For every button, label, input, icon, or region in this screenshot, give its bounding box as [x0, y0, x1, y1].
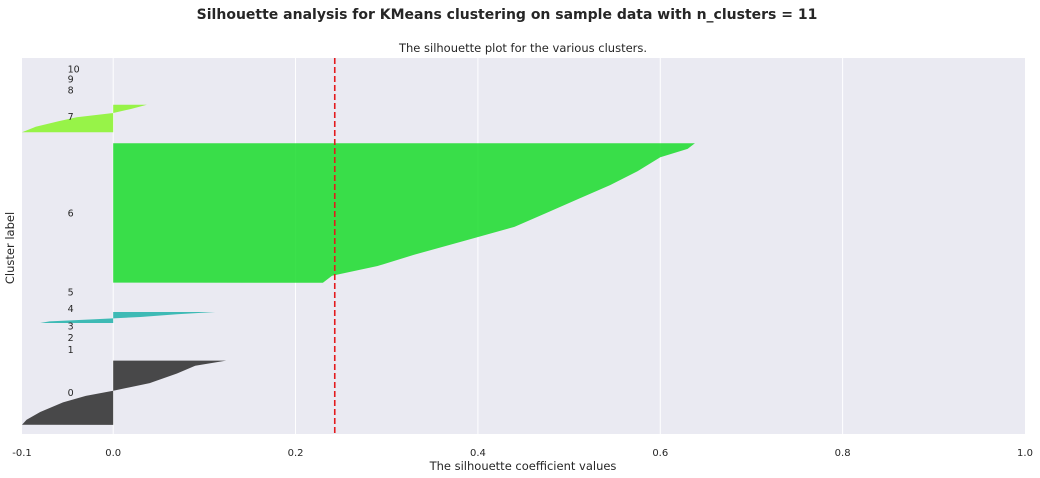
x-tick-labels: -0.1 0.0 0.2 0.4 0.6 0.8 1.0: [12, 448, 1033, 459]
x-tick-label: 0.6: [652, 448, 668, 459]
x-tick-label: 0.0: [105, 448, 121, 459]
figure-suptitle: Silhouette analysis for KMeans clusterin…: [197, 7, 818, 23]
cluster-label-4: 4: [68, 304, 74, 315]
x-tick-label: 1.0: [1017, 448, 1033, 459]
cluster-areas: [22, 104, 695, 425]
cluster-label-3: 3: [68, 321, 74, 332]
cluster-0-area: [22, 360, 227, 425]
cluster-label-7: 7: [68, 112, 74, 123]
x-tick-label: 0.4: [470, 448, 486, 459]
cluster-label-9: 9: [68, 75, 74, 86]
cluster-label-10: 10: [68, 65, 80, 76]
cluster-4-area: [40, 312, 216, 324]
cluster-label-6: 6: [68, 208, 74, 219]
y-axis-label: Cluster label: [3, 212, 17, 284]
cluster-label-8: 8: [68, 86, 74, 97]
cluster-label-1: 1: [68, 345, 74, 356]
x-tick-label: -0.1: [12, 448, 32, 459]
x-tick-label: 0.2: [288, 448, 304, 459]
cluster-label-5: 5: [68, 287, 74, 298]
cluster-label-0: 0: [68, 388, 74, 399]
cluster-label-2: 2: [68, 333, 74, 344]
x-tick-label: 0.8: [835, 448, 851, 459]
plot-title: The silhouette plot for the various clus…: [398, 41, 647, 55]
cluster-6-area: [113, 143, 695, 283]
x-axis-label: The silhouette coefficient values: [429, 459, 617, 473]
cluster-7-area: [22, 104, 147, 133]
